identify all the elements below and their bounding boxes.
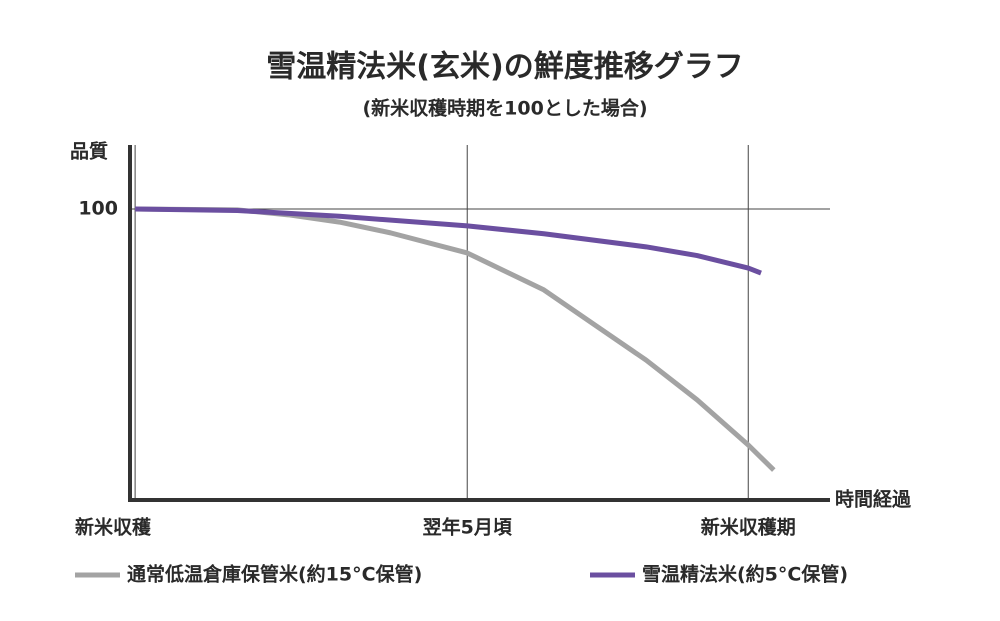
y-axis-label: 品質 <box>70 140 108 163</box>
legend-label: 雪温精法米(約5°C保管) <box>642 563 848 586</box>
x-tick-label: 新米収穫期 <box>701 516 796 539</box>
x-axis-label: 時間経過 <box>835 488 912 511</box>
x-tick-label: 新米収穫 <box>75 516 152 539</box>
y-tick-label: 100 <box>78 198 118 220</box>
series-line <box>135 206 776 472</box>
series-line <box>135 206 762 276</box>
x-tick-label: 翌年5月頃 <box>423 516 513 539</box>
chart-title: 雪温精法米(玄米)の鮮度推移グラフ <box>266 50 743 85</box>
chart-subtitle: (新米収穫時期を100とした場合) <box>362 97 647 120</box>
legend-label: 通常低温倉庫保管米(約15°C保管) <box>127 563 422 586</box>
